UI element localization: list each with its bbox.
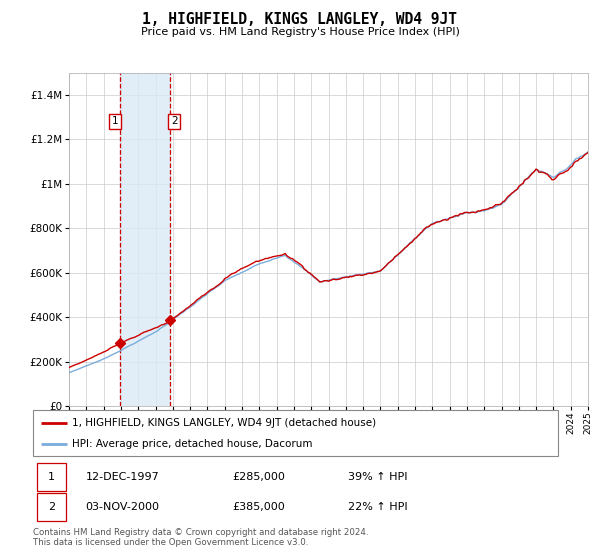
Text: 1, HIGHFIELD, KINGS LANGLEY, WD4 9JT (detached house): 1, HIGHFIELD, KINGS LANGLEY, WD4 9JT (de… — [73, 418, 377, 428]
Text: 1, HIGHFIELD, KINGS LANGLEY, WD4 9JT: 1, HIGHFIELD, KINGS LANGLEY, WD4 9JT — [143, 12, 458, 27]
Text: 03-NOV-2000: 03-NOV-2000 — [86, 502, 160, 512]
Text: £385,000: £385,000 — [233, 502, 285, 512]
Text: 2: 2 — [171, 116, 178, 126]
Text: 1: 1 — [48, 472, 55, 482]
Text: HPI: Average price, detached house, Dacorum: HPI: Average price, detached house, Daco… — [73, 439, 313, 449]
Text: 1: 1 — [112, 116, 118, 126]
Text: 12-DEC-1997: 12-DEC-1997 — [86, 472, 159, 482]
Text: 39% ↑ HPI: 39% ↑ HPI — [348, 472, 407, 482]
Text: 2: 2 — [48, 502, 55, 512]
Text: Price paid vs. HM Land Registry's House Price Index (HPI): Price paid vs. HM Land Registry's House … — [140, 27, 460, 37]
FancyBboxPatch shape — [33, 410, 558, 456]
Text: 22% ↑ HPI: 22% ↑ HPI — [348, 502, 407, 512]
Bar — [120, 73, 170, 406]
FancyBboxPatch shape — [37, 493, 66, 521]
FancyBboxPatch shape — [37, 463, 66, 491]
Text: £285,000: £285,000 — [233, 472, 286, 482]
Text: Contains HM Land Registry data © Crown copyright and database right 2024.
This d: Contains HM Land Registry data © Crown c… — [33, 528, 368, 547]
